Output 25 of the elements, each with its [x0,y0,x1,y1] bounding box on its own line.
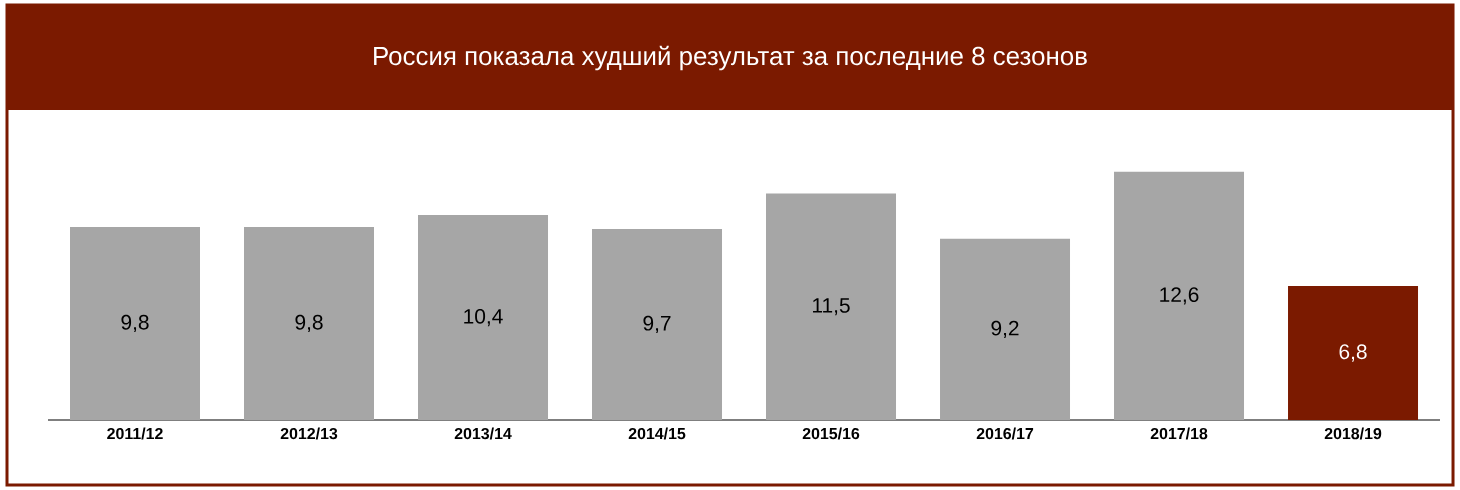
x-tick-label: 2017/18 [1150,427,1208,440]
data-label: 9,8 [121,314,149,333]
data-label: 9,8 [295,314,323,333]
bar [1114,171,1245,420]
chart-title: Россия показала худший результат за последние 8 сезонов [374,45,1087,71]
bar [592,228,723,420]
x-tick-label: 2018/19 [1324,427,1382,440]
x-tick-label: 2015/16 [802,427,860,440]
data-label: 11,5 [813,298,850,316]
x-tick-label: 2011/12 [107,427,163,440]
data-label: 12,6 [1160,287,1199,305]
bar [418,215,549,420]
x-tick-label: 2012/13 [280,427,338,440]
data-label: 9,7 [643,315,671,334]
data-label: 9,2 [991,320,1019,339]
bar [70,226,200,420]
data-label: 6,8 [1339,344,1367,362]
bar [1288,286,1419,420]
x-tick-label: 2016/17 [976,427,1034,440]
x-tick-label: 2014/15 [628,427,686,440]
bar [766,193,897,420]
bar [244,226,374,420]
bar [940,238,1071,420]
data-label: 10,4 [464,308,503,327]
x-tick-label: 2013/14 [454,427,512,440]
